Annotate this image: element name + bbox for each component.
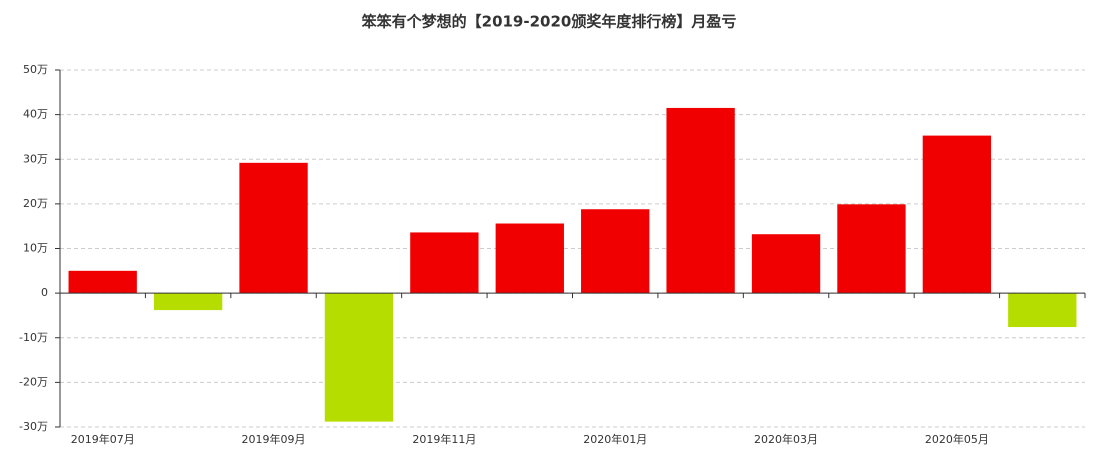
chart-title: 笨笨有个梦想的【2019-2020颁奖年度排行榜】月盈亏 [362, 13, 737, 31]
bar [410, 232, 479, 294]
y-tick-label: 30万 [23, 152, 48, 165]
bar [666, 107, 735, 294]
bar [581, 209, 650, 294]
bar [324, 293, 394, 422]
y-tick-label: 40万 [23, 108, 48, 121]
bar [239, 162, 308, 294]
x-tick-label: 2020年03月 [754, 432, 818, 446]
y-tick-label: 10万 [23, 242, 48, 255]
y-tick-label: 50万 [23, 63, 48, 76]
x-tick-label: 2019年07月 [71, 432, 135, 446]
y-tick-label: -30万 [19, 420, 48, 433]
y-tick-label: 20万 [23, 197, 48, 210]
bar [1008, 293, 1077, 328]
bar [751, 234, 821, 294]
bar [153, 293, 223, 311]
y-tick-label: -20万 [19, 375, 48, 388]
x-tick-label: 2019年11月 [412, 432, 476, 446]
bar [922, 135, 992, 294]
y-tick-label: -10万 [19, 331, 48, 344]
x-tick-label: 2020年01月 [583, 432, 647, 446]
x-tick-label: 2019年09月 [242, 432, 306, 446]
x-tick-label: 2020年05月 [925, 432, 989, 446]
bar [837, 204, 906, 294]
bar [495, 223, 564, 294]
bar [68, 270, 137, 294]
y-tick-label: 0 [41, 286, 48, 299]
